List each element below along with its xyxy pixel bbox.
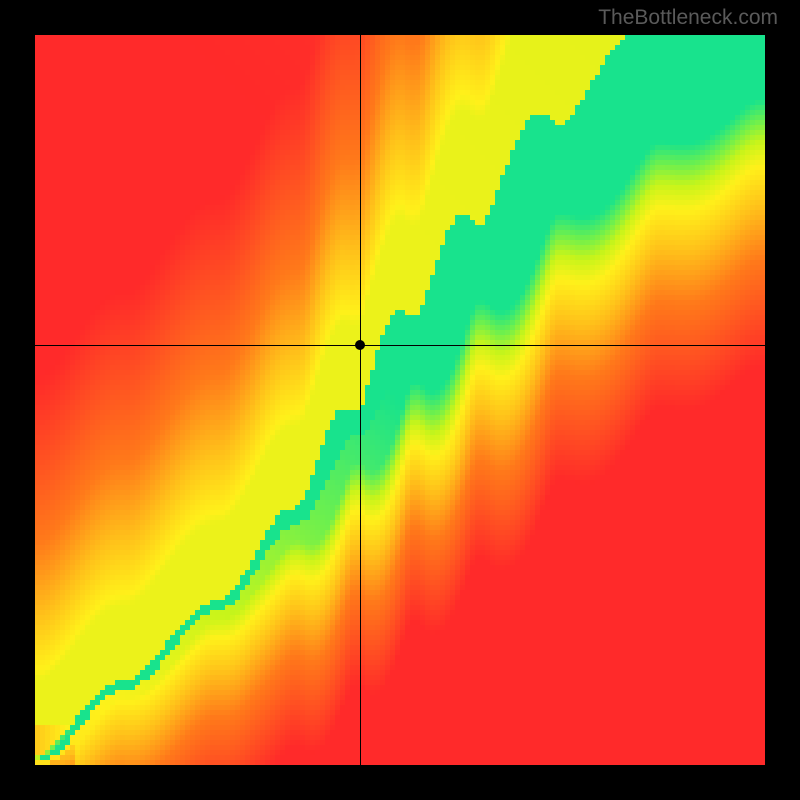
crosshair-marker [355,340,365,350]
crosshair-horizontal [35,345,765,346]
plot-area [35,35,765,765]
chart-container: TheBottleneck.com [0,0,800,800]
watermark-label: TheBottleneck.com [598,6,778,30]
heatmap-canvas [35,35,765,765]
crosshair-vertical [360,35,361,765]
